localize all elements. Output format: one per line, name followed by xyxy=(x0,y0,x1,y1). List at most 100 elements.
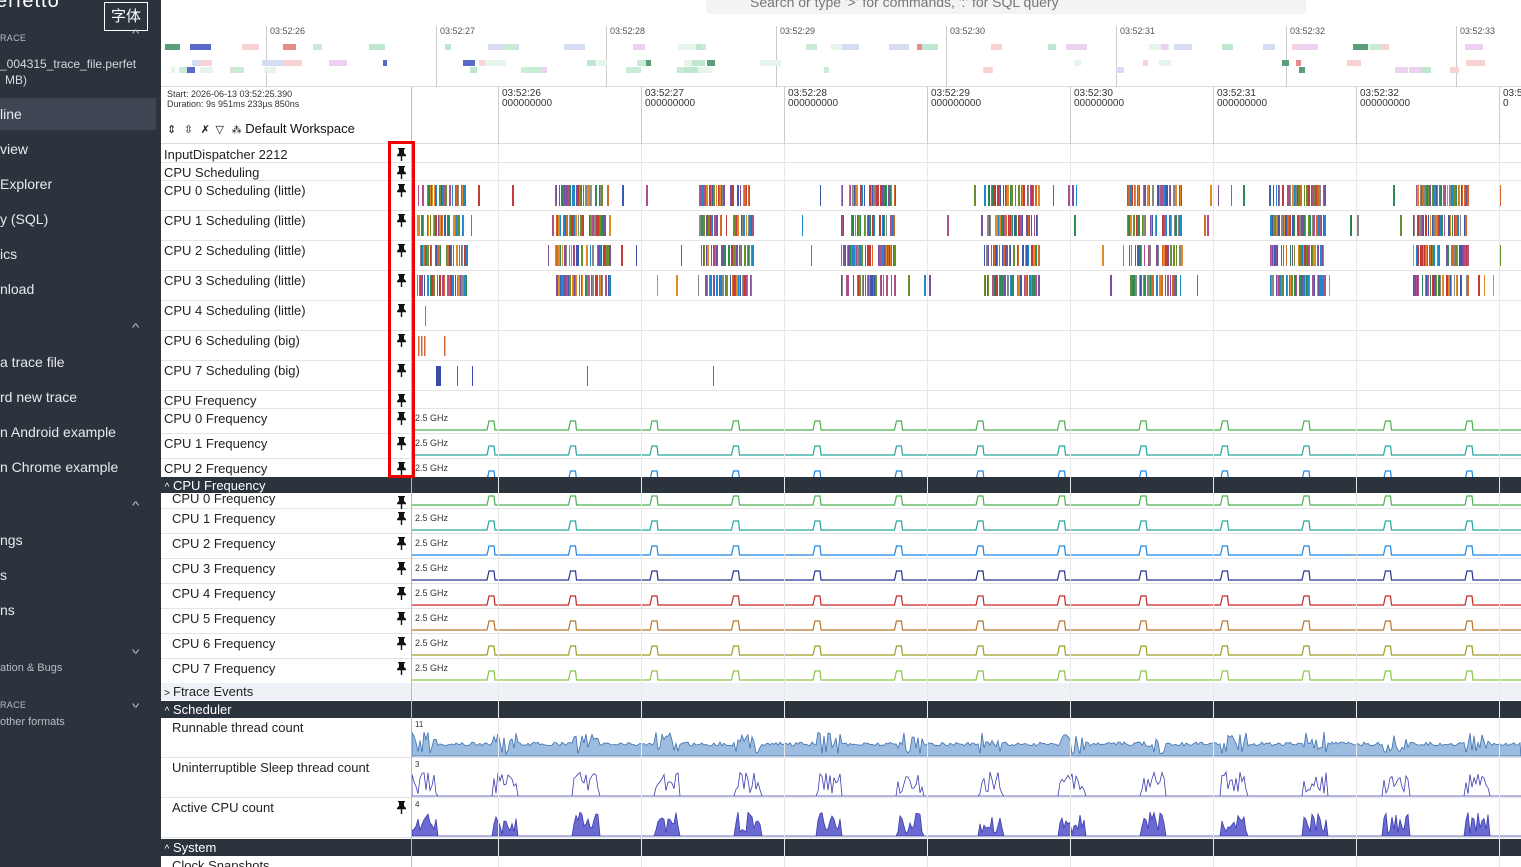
sched-slice[interactable] xyxy=(1038,185,1040,206)
sched-slice[interactable] xyxy=(1015,185,1016,206)
sched-slice[interactable] xyxy=(878,185,879,206)
sched-slice[interactable] xyxy=(1277,215,1278,236)
sched-slice[interactable] xyxy=(596,185,597,206)
sched-slice[interactable] xyxy=(434,185,435,206)
sched-slice[interactable] xyxy=(1357,215,1359,236)
sched-slice[interactable] xyxy=(744,275,746,296)
sched-slice[interactable] xyxy=(1144,245,1145,266)
sched-slice[interactable] xyxy=(1319,185,1321,206)
sched-slice[interactable] xyxy=(989,215,990,236)
sched-slice[interactable] xyxy=(847,275,848,296)
sched-slice[interactable] xyxy=(560,275,561,296)
sched-slice[interactable] xyxy=(849,185,850,206)
sched-slice[interactable] xyxy=(444,215,446,236)
track[interactable]: CPU 1 Scheduling (little) xyxy=(161,211,1521,241)
sched-slice[interactable] xyxy=(1456,185,1457,206)
sched-slice[interactable] xyxy=(571,245,572,266)
sched-slice[interactable] xyxy=(999,215,1001,236)
sched-slice[interactable] xyxy=(1452,245,1454,266)
sched-slice[interactable] xyxy=(565,275,566,296)
sched-slice[interactable] xyxy=(861,185,862,206)
sched-slice[interactable] xyxy=(1167,245,1169,266)
sched-slice[interactable] xyxy=(1012,215,1013,236)
sched-slice[interactable] xyxy=(1143,215,1145,236)
sched-slice[interactable] xyxy=(981,215,983,236)
track[interactable]: CPU 2 Frequency 2.5 GHz xyxy=(161,534,1521,559)
sched-slice[interactable] xyxy=(1169,215,1170,236)
sched-slice[interactable] xyxy=(1171,215,1172,236)
sched-slice[interactable] xyxy=(1204,215,1206,236)
sched-slice[interactable] xyxy=(947,215,949,236)
sched-slice[interactable] xyxy=(892,215,894,236)
track-lane[interactable] xyxy=(412,331,1521,360)
sched-slice[interactable] xyxy=(564,245,566,266)
track-lane[interactable]: 11 xyxy=(412,718,1521,757)
sched-slice[interactable] xyxy=(1074,215,1076,236)
sched-slice[interactable] xyxy=(576,275,577,296)
sched-slice[interactable] xyxy=(890,185,891,206)
sched-slice[interactable] xyxy=(557,215,558,236)
sched-slice[interactable] xyxy=(447,245,449,266)
sched-slice[interactable] xyxy=(566,245,567,266)
sched-slice[interactable] xyxy=(453,215,455,236)
sched-slice[interactable] xyxy=(699,185,700,206)
sched-slice[interactable] xyxy=(436,366,441,386)
sched-slice[interactable] xyxy=(1457,275,1458,296)
sched-slice[interactable] xyxy=(702,215,703,236)
sched-slice[interactable] xyxy=(1449,185,1451,206)
track-lane[interactable] xyxy=(412,145,1521,162)
sched-slice[interactable] xyxy=(1011,185,1013,206)
sched-slice[interactable] xyxy=(1173,185,1175,206)
sched-slice[interactable] xyxy=(1144,275,1146,296)
sched-slice[interactable] xyxy=(865,215,866,236)
sched-slice[interactable] xyxy=(1308,245,1310,266)
sidebar-item-documentation[interactable]: ation & Bugs xyxy=(0,662,63,674)
sched-slice[interactable] xyxy=(711,245,712,266)
sched-slice[interactable] xyxy=(1007,275,1008,296)
sched-slice[interactable] xyxy=(439,275,440,296)
sched-slice[interactable] xyxy=(1175,185,1176,206)
sched-slice[interactable] xyxy=(714,215,715,236)
sched-slice[interactable] xyxy=(1110,275,1112,296)
sched-slice[interactable] xyxy=(1459,185,1460,206)
sched-slice[interactable] xyxy=(422,185,424,206)
sched-slice[interactable] xyxy=(1005,215,1006,236)
sched-slice[interactable] xyxy=(1142,215,1143,236)
sched-slice[interactable] xyxy=(989,185,990,206)
sched-slice[interactable] xyxy=(1147,185,1149,206)
sched-slice[interactable] xyxy=(1308,185,1310,206)
sched-slice[interactable] xyxy=(1018,275,1020,296)
sched-slice[interactable] xyxy=(1453,185,1455,206)
sched-slice[interactable] xyxy=(882,245,884,266)
sched-slice[interactable] xyxy=(1020,215,1022,236)
sched-slice[interactable] xyxy=(1286,245,1287,266)
overview-timeline[interactable]: Search or type '>' for commands, ':' for… xyxy=(161,0,1521,88)
pin-icon[interactable] xyxy=(397,166,406,179)
sched-slice[interactable] xyxy=(1438,245,1440,266)
sched-slice[interactable] xyxy=(1035,245,1036,266)
expand-chevron-icon[interactable]: ^ xyxy=(131,643,140,655)
sched-slice[interactable] xyxy=(924,275,926,296)
sched-slice[interactable] xyxy=(1448,275,1450,296)
sched-slice[interactable] xyxy=(859,275,861,296)
sched-slice[interactable] xyxy=(1290,275,1291,296)
sched-slice[interactable] xyxy=(1306,275,1307,296)
sched-slice[interactable] xyxy=(1141,245,1142,266)
track-group-header[interactable]: ^ Scheduler xyxy=(161,701,1521,718)
sched-slice[interactable] xyxy=(1166,185,1168,206)
sched-slice[interactable] xyxy=(1159,275,1161,296)
sched-slice[interactable] xyxy=(564,185,565,206)
sched-slice[interactable] xyxy=(566,185,567,206)
sched-slice[interactable] xyxy=(1436,275,1437,296)
sched-slice[interactable] xyxy=(471,215,472,236)
sched-slice[interactable] xyxy=(714,245,715,266)
sched-slice[interactable] xyxy=(1231,185,1232,206)
sched-slice[interactable] xyxy=(1161,275,1163,296)
sched-slice[interactable] xyxy=(555,185,556,206)
sched-slice[interactable] xyxy=(1298,245,1299,266)
track[interactable]: CPU 2 Scheduling (little) xyxy=(161,241,1521,271)
sched-slice[interactable] xyxy=(1032,275,1034,296)
sched-slice[interactable] xyxy=(868,245,870,266)
sched-slice[interactable] xyxy=(722,275,723,296)
sched-slice[interactable] xyxy=(1018,245,1019,266)
